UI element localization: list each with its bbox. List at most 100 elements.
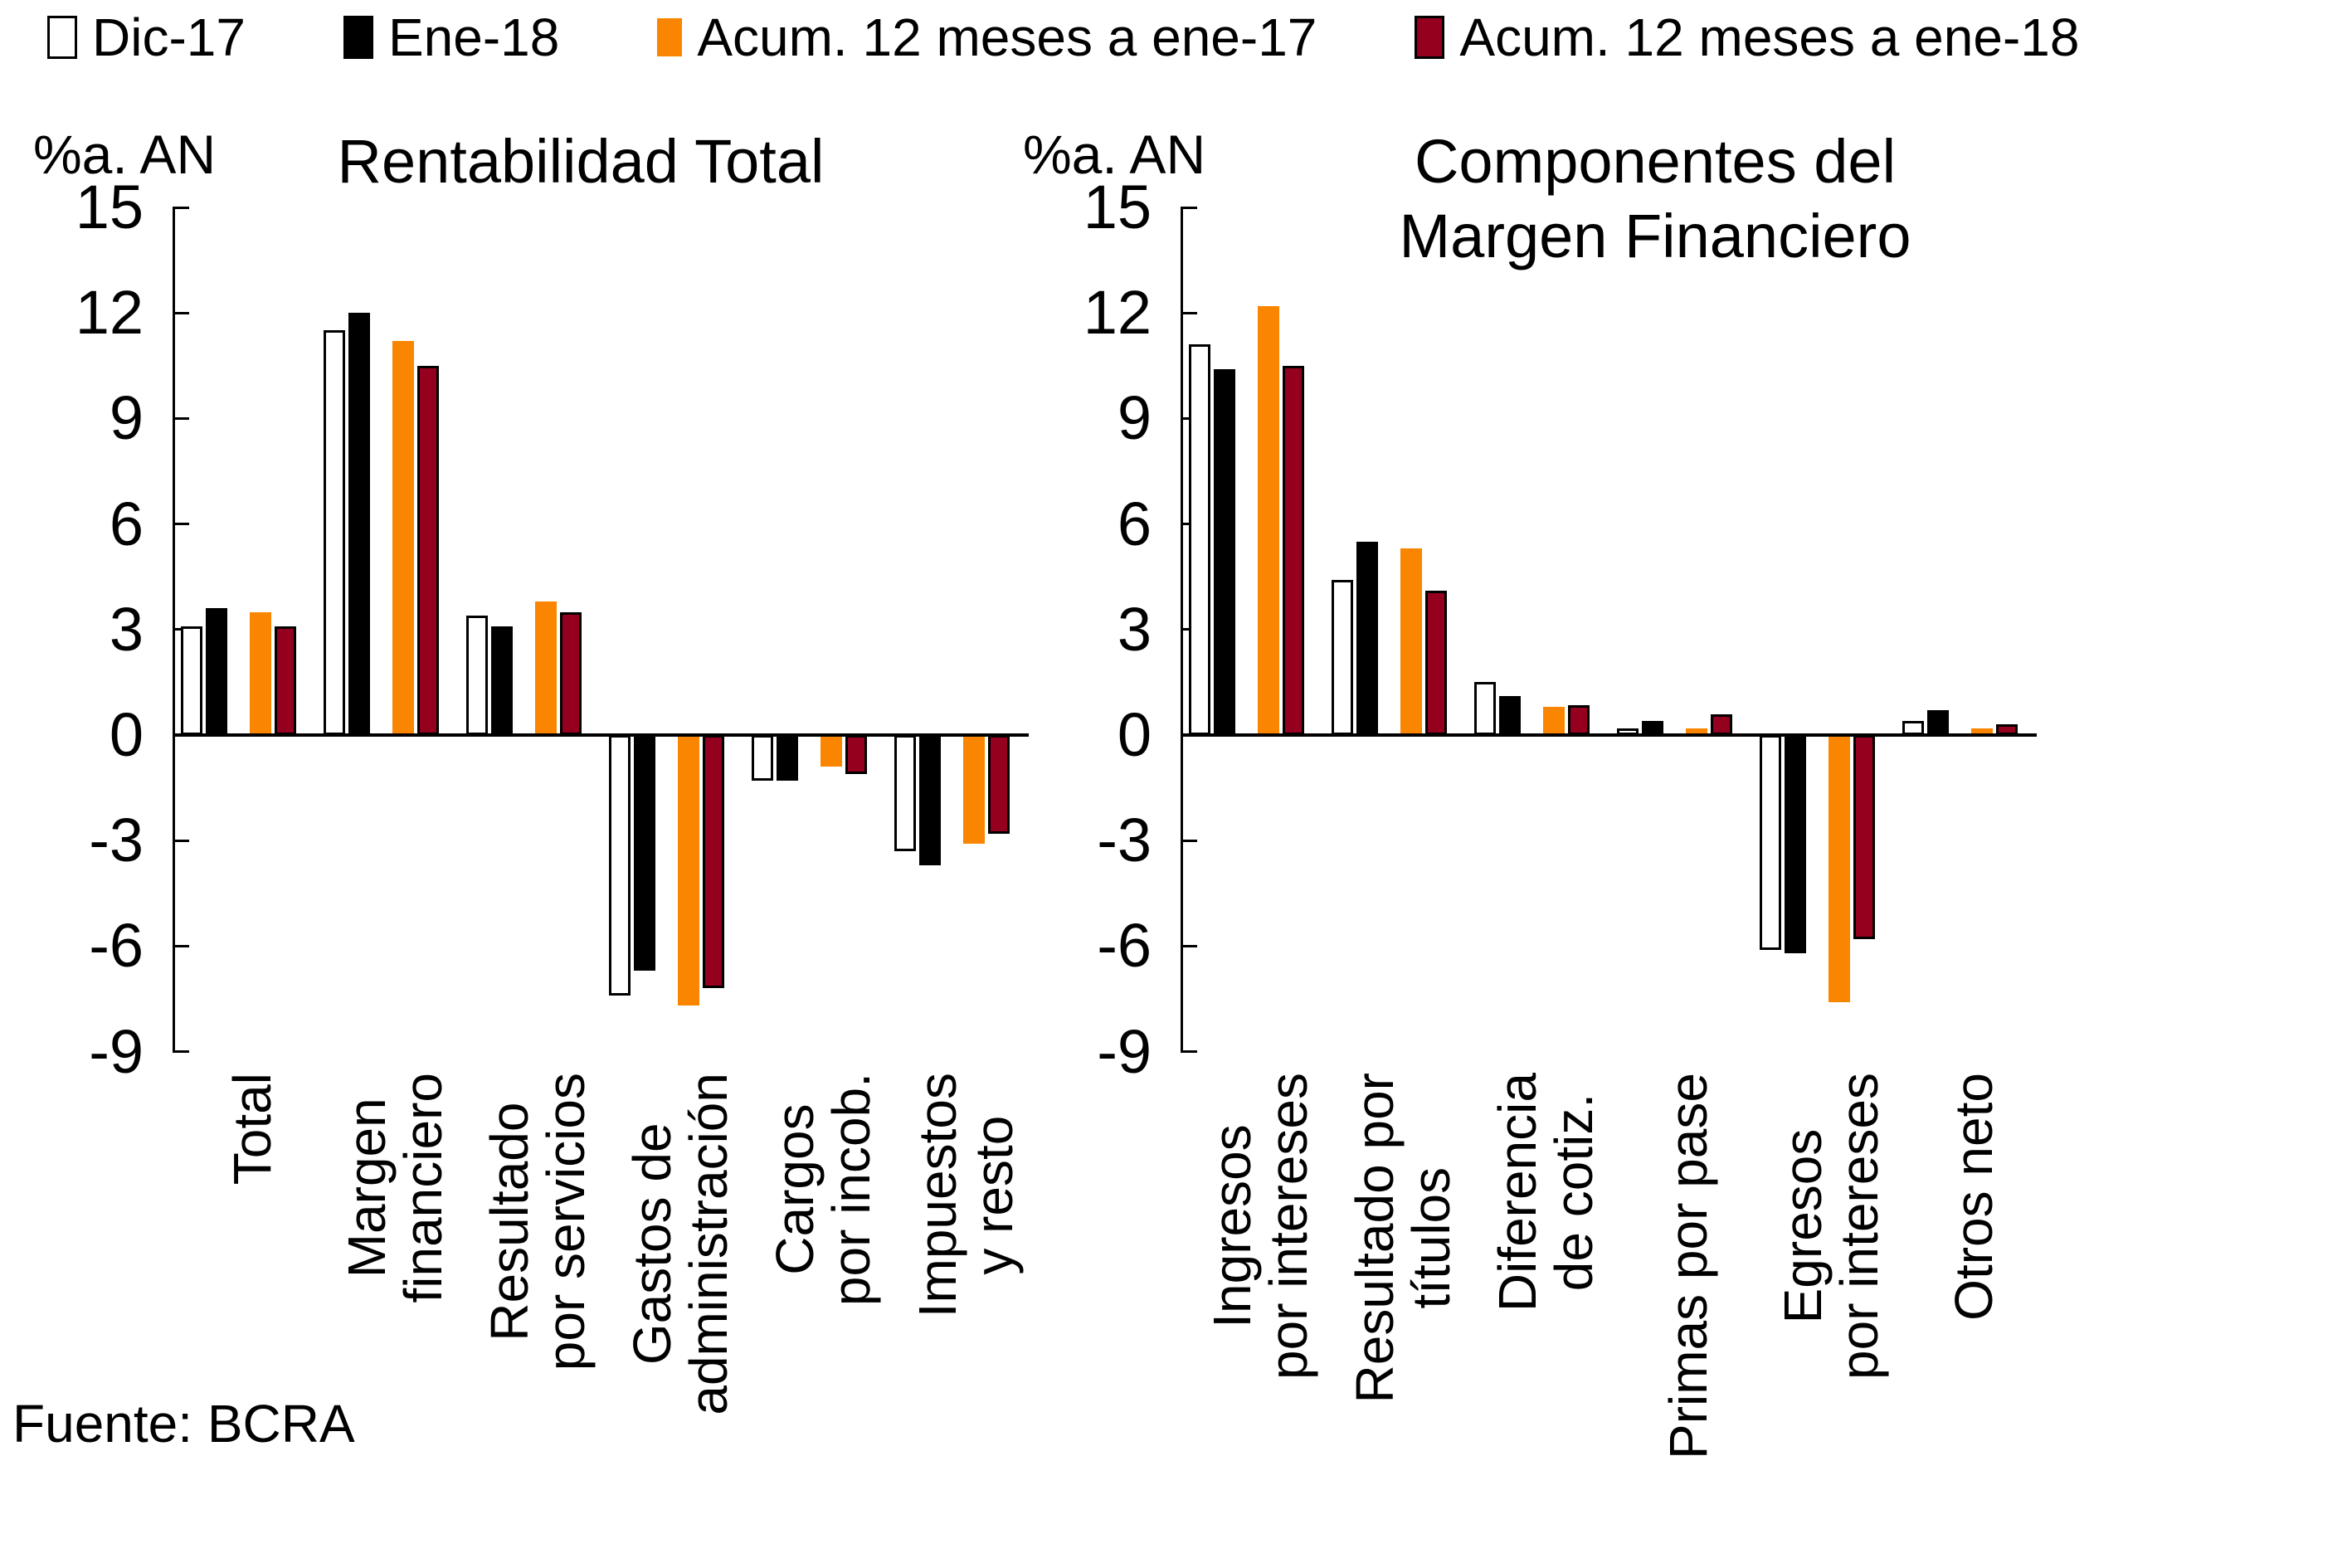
y-tick-mark [173, 311, 189, 314]
bar-acum-12-meses-a-ene-17 [535, 601, 557, 735]
y-tick-mark [1181, 311, 1197, 314]
x-category-label: Gastos de administración [622, 1072, 738, 1415]
y-tick-label: 0 [1117, 700, 1152, 769]
y-tick-label: -3 [1097, 806, 1152, 875]
legend-item-3: Acum. 12 meses a ene-17 [657, 8, 1317, 66]
source-label: Fuente: BCRA [12, 1394, 355, 1454]
y-tick-label: -6 [1097, 911, 1152, 981]
x-category-label: Margen financiero [337, 1072, 453, 1303]
x-axis-zero-line [1181, 733, 2037, 737]
bar-acum-12-meses-a-ene-17 [1400, 548, 1422, 735]
bar-acum-12-meses-a-ene-18 [1568, 704, 1590, 735]
bar-acum-12-meses-a-ene-17 [1543, 707, 1565, 735]
bar-acum-12-meses-a-ene-18 [845, 735, 867, 774]
bar-dic-17 [1760, 735, 1781, 950]
legend-swatch-icon [343, 16, 373, 59]
bar-ene-18 [634, 735, 655, 971]
bar-ene-18 [1499, 696, 1521, 735]
y-tick-label: 9 [1117, 383, 1152, 453]
x-category-label: Otros neto [1944, 1072, 2004, 1321]
chart-title: Rentabilidad Total [337, 127, 825, 196]
y-tick-mark [173, 1050, 189, 1054]
bar-ene-18 [1927, 710, 1949, 735]
x-category-label: Ingresos por intereses [1202, 1072, 1318, 1380]
y-tick-label: 9 [109, 383, 144, 453]
legend-label: Ene-18 [387, 7, 560, 67]
y-tick-label: 3 [109, 594, 144, 664]
bar-dic-17 [1474, 682, 1496, 735]
bar-acum-12-meses-a-ene-18 [1711, 713, 1732, 735]
y-tick-label: 15 [1083, 173, 1152, 241]
y-axis-unit-label: %a. AN [33, 124, 217, 185]
bar-acum-12-meses-a-ene-18 [1425, 591, 1447, 735]
x-category-label: Resultado por servicios [480, 1072, 596, 1371]
x-category-label: Cargos por incob. [765, 1072, 881, 1306]
y-tick-label: -9 [1097, 1016, 1152, 1086]
y-axis-unit-label: %a. AN [1023, 124, 1206, 185]
bar-dic-17 [1332, 580, 1353, 735]
y-tick-mark [1181, 944, 1197, 947]
chart-title: Componentes del Margen Financiero [1399, 127, 1911, 270]
y-tick-mark [173, 523, 189, 526]
bar-acum-12-meses-a-ene-18 [988, 735, 1010, 834]
y-tick-label: 3 [1117, 594, 1152, 664]
x-category-label: Resultado por títulos [1345, 1072, 1461, 1404]
legend-item-1: Dic-17 [47, 8, 246, 66]
bar-ene-18 [491, 626, 513, 735]
x-axis-zero-line [173, 733, 1029, 737]
y-tick-mark [173, 206, 189, 209]
bar-acum-12-meses-a-ene-18 [275, 626, 296, 735]
y-tick-mark [1181, 206, 1197, 209]
bar-acum-12-meses-a-ene-18 [703, 735, 724, 989]
legend-item-2: Ene-18 [343, 8, 559, 66]
bar-dic-17 [609, 735, 631, 996]
bar-acum-12-meses-a-ene-18 [417, 365, 439, 735]
bar-acum-12-meses-a-ene-17 [1829, 735, 1850, 1003]
y-tick-label: -3 [89, 806, 144, 875]
legend-label: Acum. 12 meses a ene-17 [697, 7, 1317, 67]
legend-label: Acum. 12 meses a ene-18 [1459, 7, 2080, 67]
bar-dic-17 [752, 735, 773, 782]
bar-ene-18 [1214, 369, 1235, 735]
legend-swatch-icon [657, 18, 683, 56]
x-category-label: Total [222, 1072, 282, 1185]
bar-acum-12-meses-a-ene-17 [250, 611, 271, 735]
bar-acum-12-meses-a-ene-17 [1971, 728, 1993, 735]
y-tick-mark [1181, 1050, 1197, 1054]
y-tick-mark [173, 416, 189, 420]
bar-ene-18 [348, 313, 370, 735]
bar-dic-17 [1189, 344, 1210, 735]
bar-acum-12-meses-a-ene-18 [560, 611, 582, 735]
legend-label: Dic-17 [92, 7, 246, 67]
x-category-label: Diferencia de cotiz. [1488, 1072, 1604, 1312]
y-tick-label: -9 [89, 1016, 144, 1086]
bar-acum-12-meses-a-ene-17 [1686, 728, 1707, 735]
bar-dic-17 [181, 626, 202, 735]
bar-acum-12-meses-a-ene-18 [1283, 365, 1304, 735]
x-category-label: Impuestos y resto [908, 1072, 1024, 1317]
bar-acum-12-meses-a-ene-17 [392, 341, 414, 735]
y-tick-mark [173, 839, 189, 842]
legend-swatch-icon [1415, 16, 1445, 59]
y-tick-label: 15 [75, 173, 144, 241]
y-tick-label: 0 [109, 700, 144, 769]
bar-acum-12-meses-a-ene-18 [1853, 735, 1875, 939]
x-category-label: Primas por pase [1658, 1072, 1718, 1459]
y-tick-label: 6 [109, 489, 144, 558]
y-tick-label: 12 [1083, 278, 1152, 348]
bar-acum-12-meses-a-ene-17 [1258, 305, 1279, 735]
bar-acum-12-meses-a-ene-17 [821, 735, 842, 767]
bar-ene-18 [777, 735, 798, 782]
legend-swatch-icon [47, 16, 77, 59]
bar-dic-17 [466, 615, 488, 735]
legend: Dic-17 Ene-18 Acum. 12 meses a ene-17 Acum.… [47, 8, 2079, 66]
x-category-label: Egresos por intereses [1773, 1072, 1889, 1380]
y-tick-label: 12 [75, 278, 144, 348]
legend-item-4: Acum. 12 meses a ene-18 [1415, 8, 2079, 66]
bar-ene-18 [1785, 735, 1806, 953]
y-tick-label: 6 [1117, 489, 1152, 558]
bar-ene-18 [206, 608, 227, 735]
y-tick-mark [173, 944, 189, 947]
y-tick-label: -6 [89, 911, 144, 981]
